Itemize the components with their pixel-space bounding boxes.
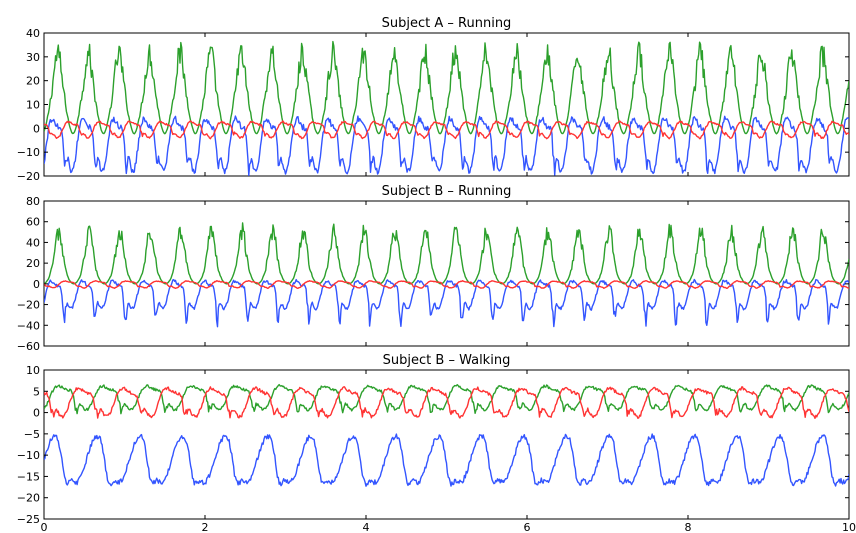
y-tick-label: −60 xyxy=(17,340,40,353)
y-tick-label: 40 xyxy=(26,236,40,249)
y-tick-label: 60 xyxy=(26,216,40,229)
chart-title: Subject A – Running xyxy=(382,16,512,31)
y-tick-label: 40 xyxy=(26,27,40,40)
series-line-3 xyxy=(44,280,849,289)
y-tick-label: −20 xyxy=(17,170,40,183)
series-line-2 xyxy=(44,386,849,419)
y-tick-label: −15 xyxy=(17,470,40,483)
y-tick-label: −5 xyxy=(24,428,40,441)
chart-panel-1: Subject A – Running −20 −10 0 10 20 30 40 xyxy=(17,16,850,183)
chart-title: Subject B – Walking xyxy=(383,353,511,368)
series-line-3 xyxy=(44,120,849,140)
x-tick-label: 4 xyxy=(363,521,370,533)
y-tick-label: 5 xyxy=(33,385,40,398)
y-tick-label: 10 xyxy=(26,364,40,377)
chart-title: Subject B – Running xyxy=(382,184,512,199)
series-line-1 xyxy=(44,222,849,285)
y-tick-label: 10 xyxy=(26,99,40,112)
y-tick-label: −20 xyxy=(17,299,40,312)
y-tick-label: −40 xyxy=(17,319,40,332)
series-line-1 xyxy=(44,40,849,135)
chart-panel-2: Subject B – Running −60 −40 −20 0 20 40 60 80 xyxy=(17,184,850,353)
y-tick-label: 20 xyxy=(26,75,40,88)
y-tick-label: 30 xyxy=(26,51,40,64)
x-tick-label: 10 xyxy=(842,521,856,533)
x-tick-label: 6 xyxy=(524,521,531,533)
y-tick-label: −10 xyxy=(17,449,40,462)
y-tick-label: 0 xyxy=(33,407,40,420)
y-tick-label: −10 xyxy=(17,146,40,159)
y-tick-label: −25 xyxy=(17,513,40,526)
y-tick-label: 80 xyxy=(26,195,40,208)
plot-area xyxy=(43,32,850,177)
series-line-1 xyxy=(44,383,849,415)
series-line-2 xyxy=(44,278,849,328)
x-tick-label: 2 xyxy=(202,521,209,533)
x-tick-label: 8 xyxy=(685,521,692,533)
y-tick-label: −20 xyxy=(17,492,40,505)
plot-area xyxy=(43,200,850,347)
y-tick-label: 0 xyxy=(33,278,40,291)
y-tick-label: 0 xyxy=(33,122,40,135)
chart-panel-3: Subject B – Walking −25 −20 −15 −10 −5 0 5 10 0 2 4… xyxy=(17,353,856,533)
x-tick-label: 0 xyxy=(41,521,48,533)
plot-area xyxy=(43,369,850,520)
series-line-3 xyxy=(44,433,849,487)
y-tick-label: 20 xyxy=(26,257,40,270)
